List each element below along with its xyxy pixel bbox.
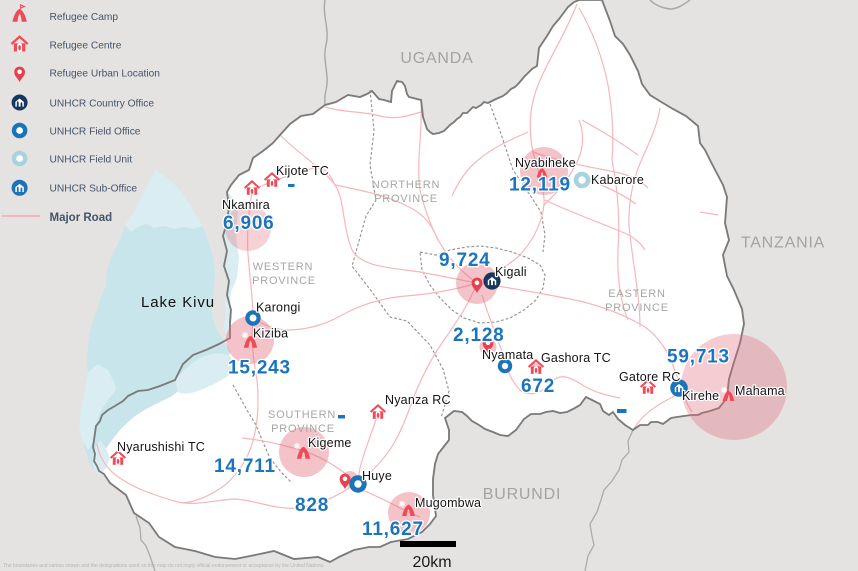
svg-text:Gatore RC: Gatore RC [619,370,681,384]
svg-text:PROVINCE: PROVINCE [252,275,316,287]
svg-text:20km: 20km [412,554,451,571]
svg-text:11,627: 11,627 [362,519,424,540]
svg-text:Mahama: Mahama [735,384,785,398]
svg-text:Major Road: Major Road [50,212,113,224]
svg-text:Kigali: Kigali [495,265,527,279]
svg-text:UNHCR Field Unit: UNHCR Field Unit [50,155,133,166]
svg-text:SOUTHERN: SOUTHERN [268,409,336,421]
svg-text:The boundaries and names shown: The boundaries and names shown and the d… [3,563,325,569]
svg-text:828: 828 [295,495,329,516]
svg-text:Refugee Camp: Refugee Camp [50,12,119,23]
svg-text:Kiziba: Kiziba [253,327,288,341]
svg-text:Nyarushishi TC: Nyarushishi TC [117,440,205,454]
svg-text:UNHCR Field Office: UNHCR Field Office [50,127,141,138]
svg-text:TANZANIA: TANZANIA [741,235,825,252]
svg-text:UNHCR Country Office: UNHCR Country Office [50,99,155,110]
svg-text:Gashora TC: Gashora TC [541,351,611,365]
svg-text:PROVINCE: PROVINCE [605,302,669,314]
svg-text:PROVINCE: PROVINCE [374,193,438,205]
svg-text:WESTERN: WESTERN [253,261,314,273]
svg-text:Nkamira: Nkamira [222,198,270,212]
svg-text:9,724: 9,724 [439,250,491,271]
svg-text:Kabarore: Kabarore [591,173,644,187]
svg-text:672: 672 [521,376,555,397]
svg-text:Kijote TC: Kijote TC [276,164,329,178]
svg-text:Karongi: Karongi [256,301,301,315]
svg-text:EASTERN: EASTERN [608,288,666,300]
svg-text:Mugombwa: Mugombwa [415,496,481,510]
svg-text:Lake Kivu: Lake Kivu [141,294,215,311]
svg-text:BURUNDI: BURUNDI [483,486,562,503]
svg-text:Refugee Centre: Refugee Centre [50,41,122,52]
svg-text:Refugee Urban Location: Refugee Urban Location [50,69,160,80]
svg-text:UNHCR Sub-Office: UNHCR Sub-Office [50,184,138,195]
svg-text:Nyamata: Nyamata [482,348,533,362]
svg-text:2,128: 2,128 [453,325,505,346]
svg-text:Nyabiheke: Nyabiheke [515,156,576,170]
svg-text:14,711: 14,711 [214,456,276,477]
svg-text:6,906: 6,906 [223,213,275,234]
svg-text:NORTHERN: NORTHERN [372,179,441,191]
svg-text:Kirehe: Kirehe [682,389,719,403]
svg-text:Huye: Huye [362,469,392,483]
svg-text:12,119: 12,119 [509,175,571,196]
svg-text:UGANDA: UGANDA [400,50,473,67]
svg-text:Nyanza RC: Nyanza RC [385,393,451,407]
svg-text:PROVINCE: PROVINCE [271,423,335,435]
svg-text:59,713: 59,713 [667,347,730,368]
svg-text:15,243: 15,243 [228,358,291,379]
svg-text:Kigeme: Kigeme [308,436,352,450]
